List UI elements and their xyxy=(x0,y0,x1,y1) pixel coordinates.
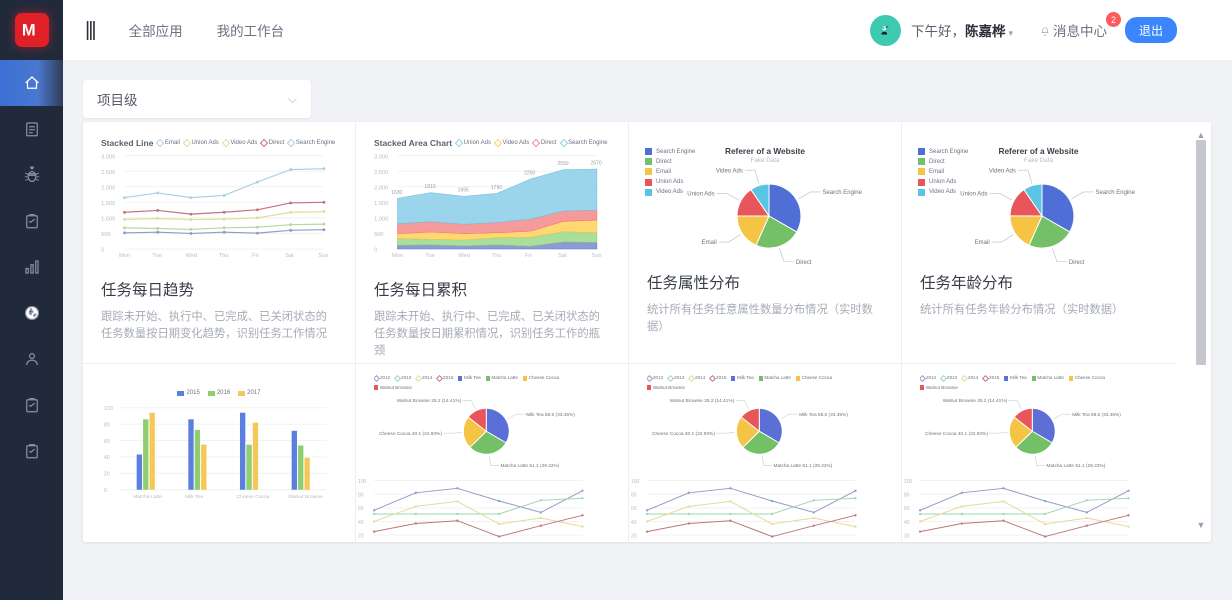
svg-text:Milk Tea 58.5 (33.45%): Milk Tea 58.5 (33.45%) xyxy=(799,412,848,418)
svg-text:80: 80 xyxy=(104,422,110,428)
svg-text:Thu: Thu xyxy=(492,253,502,259)
svg-text:Sat: Sat xyxy=(285,253,294,259)
svg-text:2570: 2570 xyxy=(591,160,602,166)
svg-text:1790: 1790 xyxy=(491,185,502,191)
svg-text:40: 40 xyxy=(904,519,910,525)
svg-text:1,000: 1,000 xyxy=(374,217,388,223)
svg-text:20: 20 xyxy=(358,533,364,539)
svg-text:Direct: Direct xyxy=(1069,260,1085,266)
svg-text:20: 20 xyxy=(631,533,637,539)
svg-text:20: 20 xyxy=(904,533,910,539)
svg-text:Email: Email xyxy=(702,240,717,246)
svg-text:Union Ads: Union Ads xyxy=(960,192,987,198)
svg-text:Direct: Direct xyxy=(796,260,812,266)
svg-text:Search Engine: Search Engine xyxy=(1096,190,1136,196)
svg-text:Video Ads: Video Ads xyxy=(716,168,743,174)
svg-text:Sun: Sun xyxy=(319,253,329,259)
svg-text:2,000: 2,000 xyxy=(374,185,388,191)
svg-text:Walnut Brownie 25.2 (14.41%): Walnut Brownie 25.2 (14.41%) xyxy=(397,398,462,404)
svg-text:2,000: 2,000 xyxy=(101,185,115,191)
svg-text:2550: 2550 xyxy=(557,161,568,167)
svg-text:Milk Tea 58.5 (33.45%): Milk Tea 58.5 (33.45%) xyxy=(1072,412,1121,418)
svg-text:3,000: 3,000 xyxy=(374,154,388,160)
svg-text:Wed: Wed xyxy=(186,253,198,259)
svg-text:Union Ads: Union Ads xyxy=(687,192,714,198)
svg-text:M: M xyxy=(21,22,35,40)
svg-text:Email: Email xyxy=(975,240,990,246)
svg-text:Wed: Wed xyxy=(459,253,471,259)
svg-text:1810: 1810 xyxy=(424,184,435,190)
svg-text:Sun: Sun xyxy=(592,253,602,259)
svg-text:Mon: Mon xyxy=(392,253,403,259)
svg-text:500: 500 xyxy=(374,232,383,238)
svg-text:500: 500 xyxy=(101,232,110,238)
svg-text:20: 20 xyxy=(104,472,110,478)
svg-text:Cheese Cocoa 40.1 (22.93%): Cheese Cocoa 40.1 (22.93%) xyxy=(925,431,988,437)
svg-text:Tue: Tue xyxy=(425,253,435,259)
svg-text:Walnut Brownie: Walnut Brownie xyxy=(288,494,323,500)
svg-text:60: 60 xyxy=(358,506,364,512)
svg-text:Thu: Thu xyxy=(219,253,229,259)
svg-text:80: 80 xyxy=(358,492,364,498)
svg-text:2,500: 2,500 xyxy=(101,170,115,176)
svg-text:Fri: Fri xyxy=(252,253,259,259)
svg-text:60: 60 xyxy=(631,506,637,512)
svg-text:3,000: 3,000 xyxy=(101,154,115,160)
svg-text:Cheese Cocoa 40.1 (22.93%): Cheese Cocoa 40.1 (22.93%) xyxy=(652,431,715,437)
svg-text:Walnut Brownie 25.2 (14.41%): Walnut Brownie 25.2 (14.41%) xyxy=(670,398,735,404)
svg-text:60: 60 xyxy=(904,506,910,512)
svg-text:Mon: Mon xyxy=(119,253,130,259)
svg-text:1,500: 1,500 xyxy=(374,201,388,207)
svg-text:2,500: 2,500 xyxy=(374,170,388,176)
svg-text:Cheese Cocoa 40.1 (22.93%): Cheese Cocoa 40.1 (22.93%) xyxy=(379,431,442,437)
svg-text:1,500: 1,500 xyxy=(101,201,115,207)
svg-text:Search Engine: Search Engine xyxy=(823,190,863,196)
svg-text:100: 100 xyxy=(104,406,113,412)
svg-text:Matcha Latte: Matcha Latte xyxy=(133,494,162,500)
svg-text:60: 60 xyxy=(104,439,110,445)
svg-text:2250: 2250 xyxy=(524,170,535,176)
svg-text:80: 80 xyxy=(904,492,910,498)
svg-text:80: 80 xyxy=(631,492,637,498)
svg-text:0: 0 xyxy=(101,248,104,254)
svg-text:Tue: Tue xyxy=(152,253,162,259)
svg-text:1,000: 1,000 xyxy=(101,217,115,223)
svg-text:Walnut Brownie 25.2 (14.41%): Walnut Brownie 25.2 (14.41%) xyxy=(943,398,1008,404)
svg-text:1630: 1630 xyxy=(391,190,402,196)
svg-text:0: 0 xyxy=(104,488,107,494)
svg-text:40: 40 xyxy=(358,519,364,525)
svg-text:Matcha Latte 51.1 (29.22%): Matcha Latte 51.1 (29.22%) xyxy=(501,463,560,469)
svg-text:40: 40 xyxy=(631,519,637,525)
svg-text:Matcha Latte 51.1 (29.22%): Matcha Latte 51.1 (29.22%) xyxy=(774,463,833,469)
svg-text:Milk Tea 58.5 (33.45%): Milk Tea 58.5 (33.45%) xyxy=(526,412,575,418)
svg-text:Sat: Sat xyxy=(558,253,567,259)
svg-text:0: 0 xyxy=(374,248,377,254)
svg-text:Video Ads: Video Ads xyxy=(989,168,1016,174)
svg-text:Matcha Latte 51.1 (29.22%): Matcha Latte 51.1 (29.22%) xyxy=(1047,463,1106,469)
svg-text:Cheese Cocoa: Cheese Cocoa xyxy=(237,494,270,500)
svg-text:40: 40 xyxy=(104,455,110,461)
svg-text:Milk Tea: Milk Tea xyxy=(185,494,203,500)
svg-text:Fri: Fri xyxy=(525,253,532,259)
svg-text:1695: 1695 xyxy=(458,188,469,194)
